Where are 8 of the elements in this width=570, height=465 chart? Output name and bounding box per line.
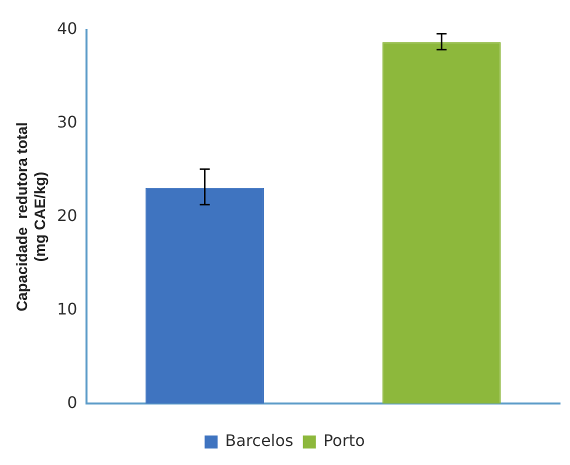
y-tick-label: 30 <box>57 112 78 132</box>
legend-label: Porto <box>323 431 365 450</box>
y-tick-label: 40 <box>57 19 78 38</box>
y-tick-label: 20 <box>57 206 78 225</box>
legend-label: Barcelos <box>225 431 294 450</box>
y-tick-label: 10 <box>57 299 78 318</box>
y-tick-label: 0 <box>67 392 78 412</box>
y-axis-title: Capacidade redutora total (mg CAE/kg) <box>14 122 50 312</box>
